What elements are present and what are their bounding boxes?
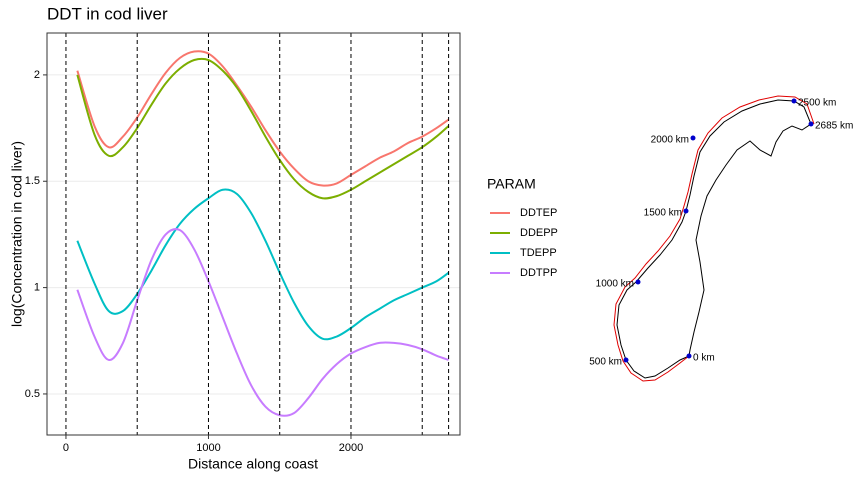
- map-point: [635, 279, 641, 285]
- map-point-label: 2000 km: [651, 135, 689, 146]
- map: 0 km 500 km 1000 km 1500 km 2000 km 2500 km 26…: [589, 95, 853, 382]
- y-tick-label: 2: [34, 69, 40, 81]
- map-land: [616, 99, 812, 379]
- legend-label: DDTPP: [520, 267, 557, 279]
- map-point: [690, 135, 696, 141]
- legend-title: PARAM: [487, 176, 536, 192]
- map-point: [791, 98, 797, 104]
- map-point: [686, 353, 692, 359]
- map-point-label: 2500 km: [798, 98, 836, 109]
- y-tick-label: 0.5: [25, 388, 40, 400]
- map-point: [683, 208, 689, 214]
- map-point: [808, 121, 814, 127]
- plot-border: [46, 32, 461, 436]
- y-axis-label: log(Concentration in cod liver): [9, 141, 25, 327]
- chart-title: DDT in cod liver: [47, 4, 168, 23]
- map-point-label: 500 km: [589, 357, 622, 368]
- series-line: [76, 50, 450, 187]
- legend-label: DDTEP: [520, 207, 557, 219]
- series-line: [76, 57, 450, 200]
- map-point-label: 1000 km: [596, 279, 634, 290]
- x-tick-label: 0: [63, 442, 69, 454]
- map-point-label: 1500 km: [644, 208, 682, 219]
- y-tick-label: 1.5: [25, 175, 40, 187]
- x-axis-label: Distance along coast: [188, 456, 318, 472]
- map-point-label: 0 km: [693, 353, 715, 364]
- series-line: [76, 228, 449, 417]
- legend-label: TDEPP: [520, 247, 557, 259]
- map-point: [623, 357, 629, 363]
- map-point-label: 2685 km: [815, 121, 853, 132]
- map-coast-track: [613, 95, 815, 382]
- y-tick-label: 1: [34, 282, 40, 294]
- x-tick-label: 2000: [339, 442, 363, 454]
- legend-label: DDEPP: [520, 227, 558, 239]
- x-tick-label: 1000: [196, 442, 220, 454]
